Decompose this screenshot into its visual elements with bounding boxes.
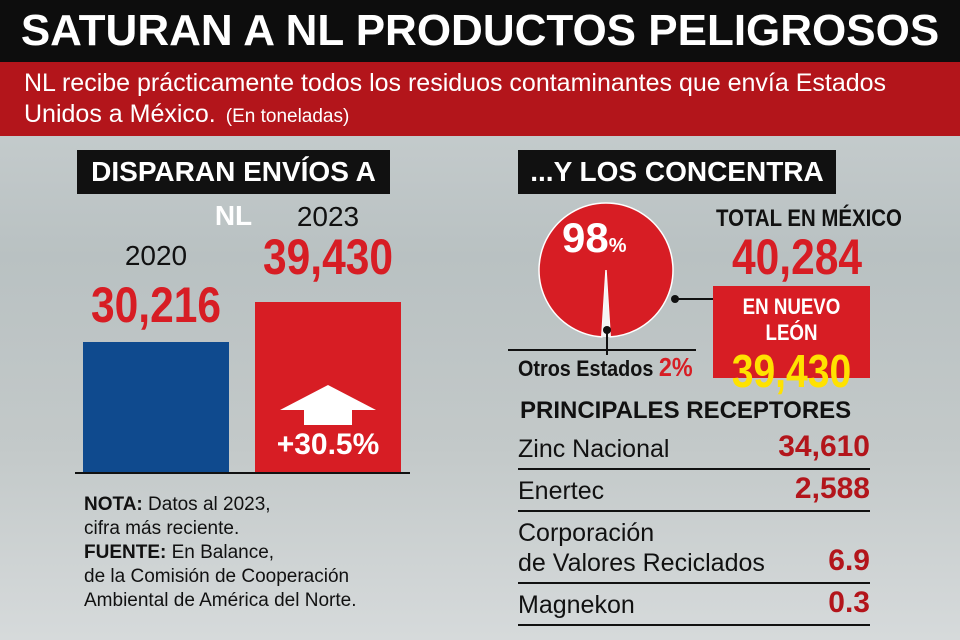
pie-slice-nuevo-leon (538, 202, 674, 338)
table-row: Corporación de Valores Reciclados 6.9 (518, 514, 870, 584)
bar-value-2020: 30,216 (91, 277, 221, 333)
bar-label-2023: 2023 (296, 201, 360, 232)
table-row: Enertec 2,588 (518, 472, 870, 512)
pie-main-value: 98% (562, 214, 627, 261)
pie-slice-otros-estados (601, 270, 611, 337)
bar-2020 (83, 341, 229, 472)
table-row: Zinc Nacional 34,610 (518, 430, 870, 470)
total-label: TOTAL EN MÉXICO (716, 205, 902, 232)
source-note: NOTA: Datos al 2023, cifra más reciente.… (84, 494, 357, 611)
pie-chart (538, 202, 715, 355)
baseline (75, 472, 410, 474)
bar-value-2023: 39,430 (263, 229, 393, 285)
main-title: SATURAN A NL PRODUCTOS PELIGROSOS (0, 0, 960, 62)
nl-box: EN NUEVO LEÓN 39,430 (713, 286, 870, 396)
bar-label-2020: 2020 (124, 240, 188, 271)
others-label: Otros Estados 2% (518, 352, 693, 382)
nl-label: EN NUEVO LEÓN (742, 294, 841, 345)
left-heading: DISPARAN ENVÍOS A NL (77, 150, 390, 231)
total-value: 40,284 (732, 229, 862, 285)
subtitle-text: NL recibe prácticamente todos los residu… (24, 69, 887, 128)
arrow-up-icon (280, 385, 376, 425)
divider (508, 349, 696, 351)
change-label: +30.5% (276, 428, 380, 461)
table-row: Magnekon 0.3 (518, 586, 870, 626)
subtitle: NL recibe prácticamente todos los residu… (0, 62, 960, 136)
receptores-heading: PRINCIPALES RECEPTORES (520, 397, 852, 424)
unit-note: (En toneladas) (225, 106, 350, 127)
right-heading: ...Y LOS CONCENTRA (518, 150, 836, 194)
nl-value: 39,430 (731, 345, 852, 397)
